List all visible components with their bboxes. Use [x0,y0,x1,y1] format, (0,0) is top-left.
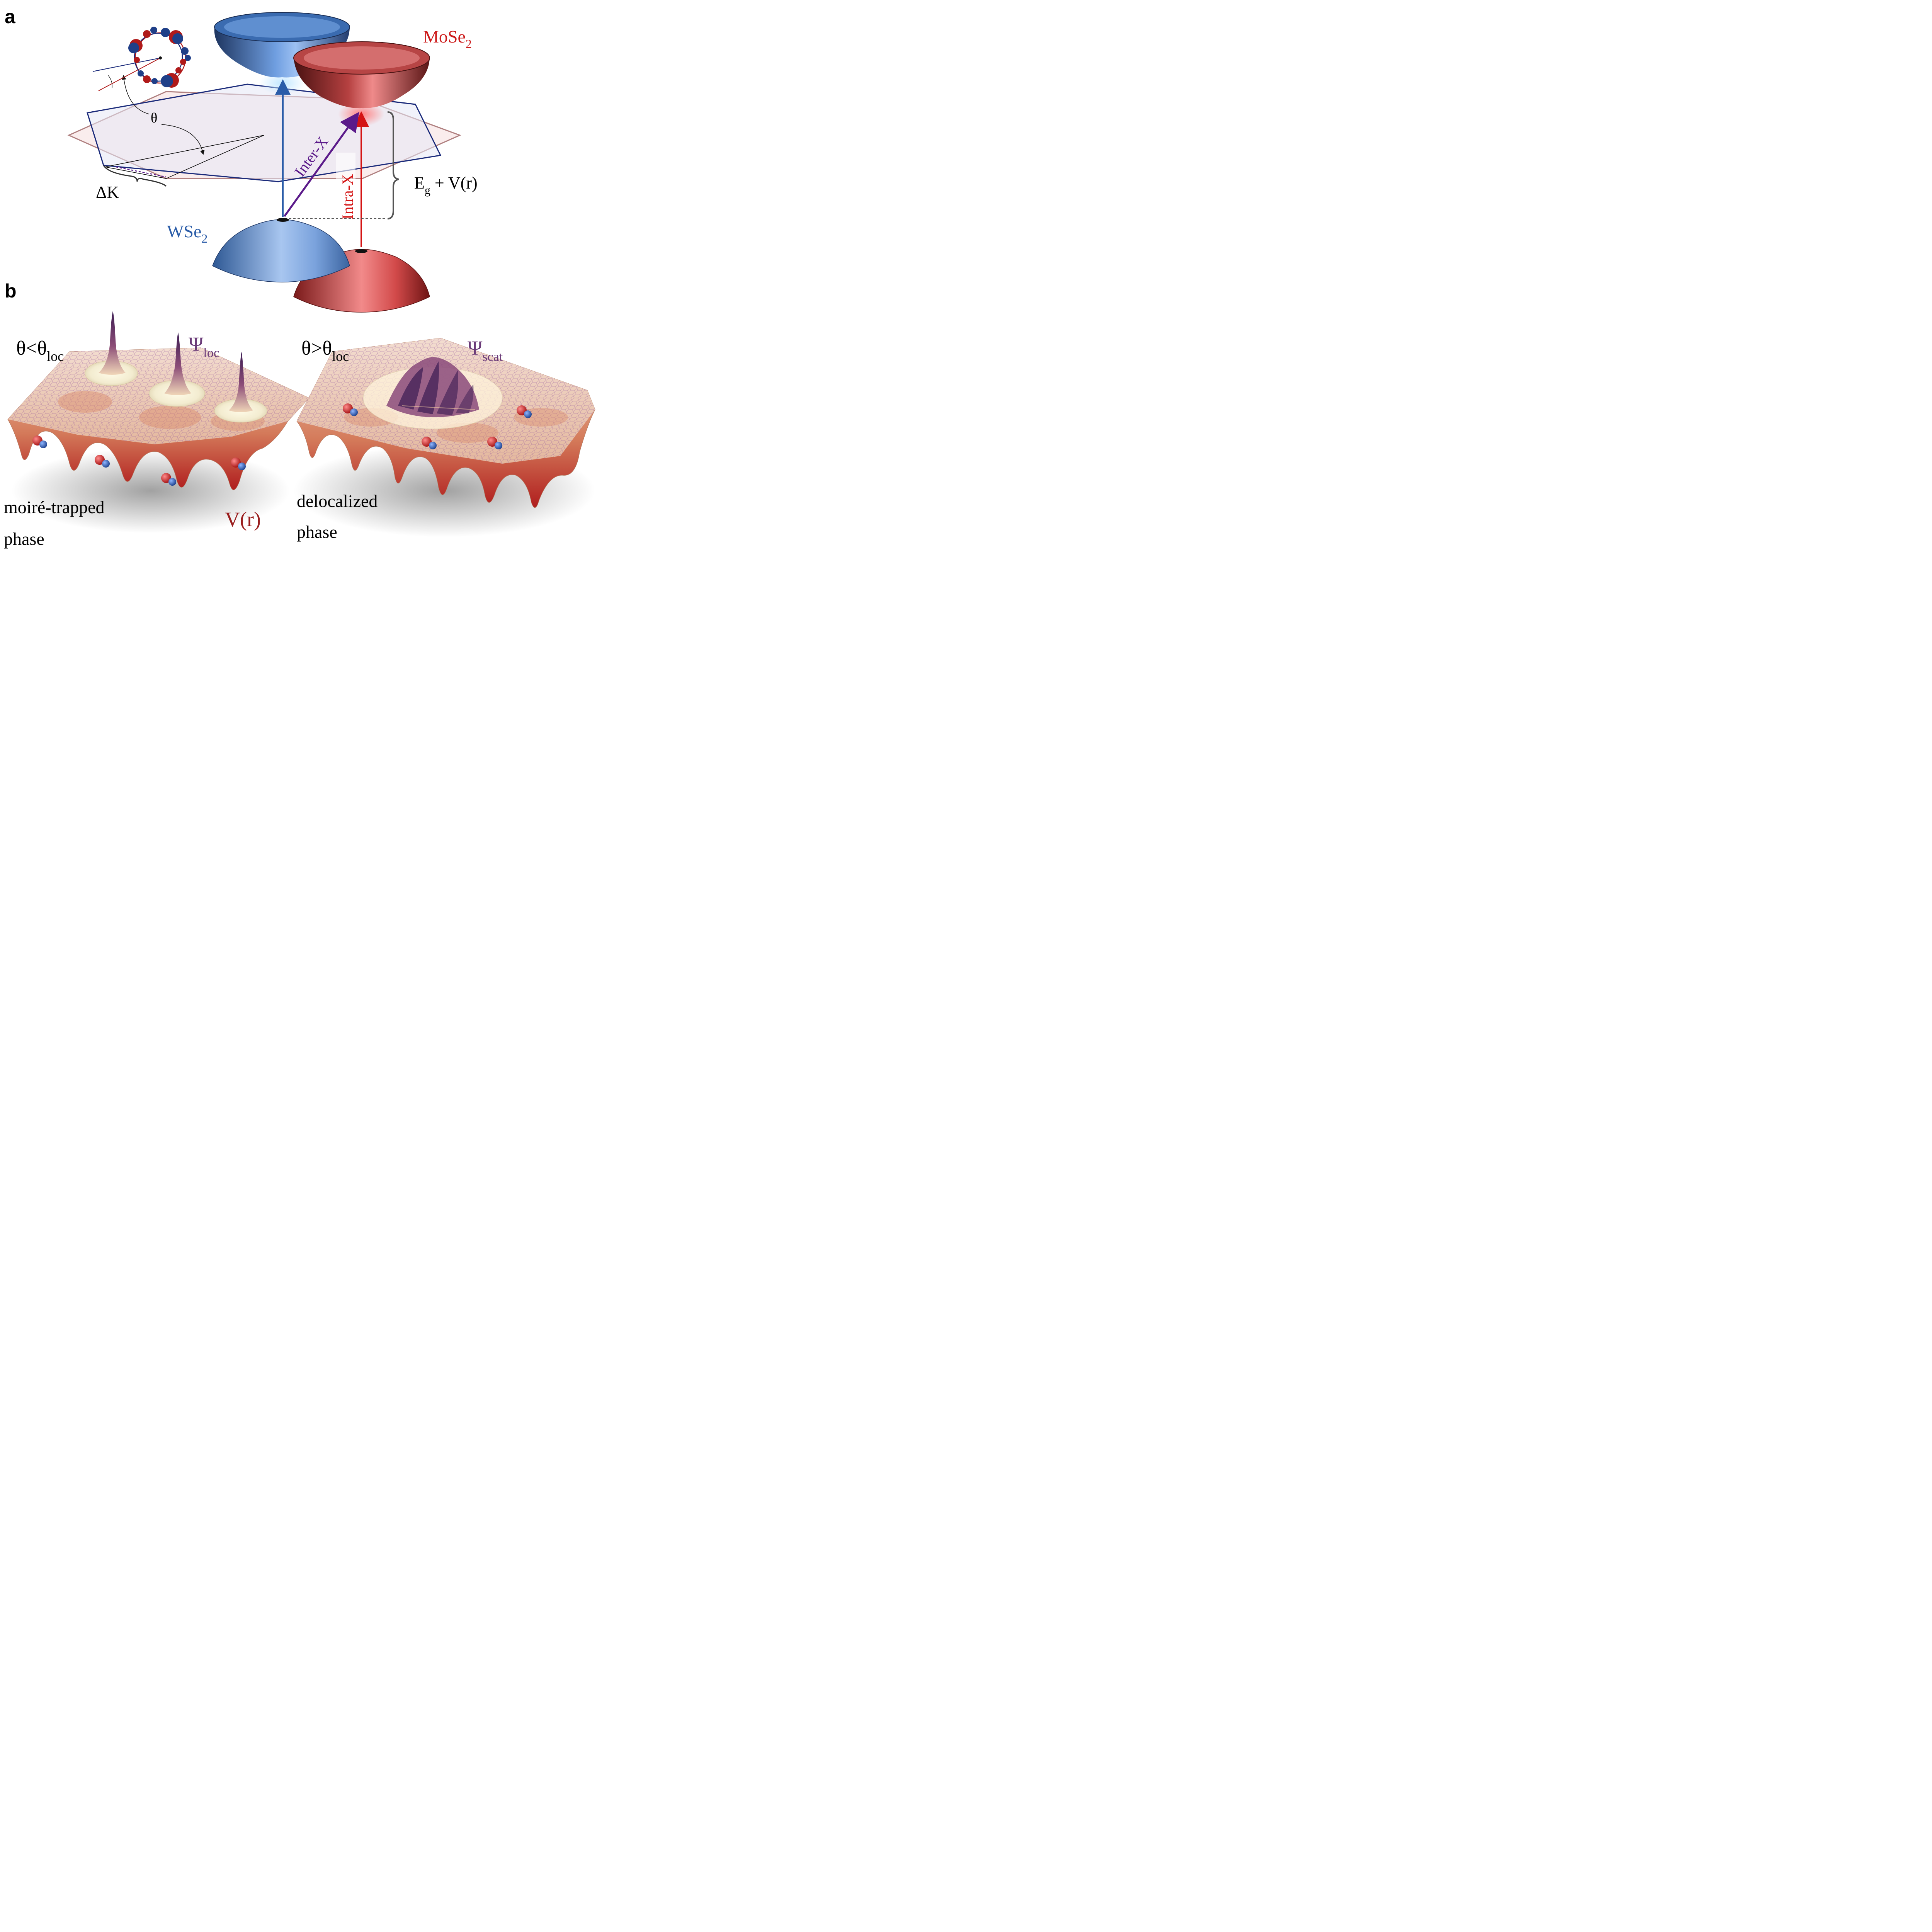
mose2-label: MoSe2 [423,27,472,51]
left-exciton-1 [32,435,47,448]
panel-a-label: a [5,6,16,27]
left-phase-line1: moiré-trapped [4,497,105,517]
left-wavefunction-label: Ψloc [189,333,219,360]
atomic-lattice-inset [92,27,191,91]
right-condition-label: θ>θloc [301,337,349,364]
right-wavefunction-label: Ψscat [468,337,503,364]
localized-wavefunction-peak-1 [85,311,138,386]
right-exciton-3 [487,437,502,449]
wse2-valence-band [212,218,350,282]
left-condition-label: θ<θloc [16,337,64,364]
wse2-label: WSe2 [167,221,207,245]
right-phase-line2: phase [297,522,337,542]
intra-exciton-label-box: Intra-X [336,153,356,222]
momentum-offset-brace [103,165,167,187]
panel-b-label: b [5,280,17,302]
right-exciton-1 [343,403,358,416]
right-phase-line1: delocalized [297,491,378,511]
left-exciton-2 [95,455,110,468]
scattered-wavefunction [363,357,503,429]
potential-label: V(r) [225,508,261,531]
theta-arrow-lower [161,124,205,155]
theta-arrow-upper [121,75,149,114]
left-exciton-3 [161,473,176,486]
localized-wavefunction-peak-3 [214,352,267,423]
gap-brace [387,111,399,219]
zone-angle-lines [105,135,264,179]
momentum-offset-label: ΔK [96,183,119,202]
right-exciton-4 [517,405,532,418]
momentum-offset-dashed-line [116,166,167,178]
localized-wavefunction-peak-2 [149,332,205,407]
gap-energy-label: Eg + V(r) [414,173,478,197]
intra-exciton-label: Intra-X [339,174,356,219]
figure-canvas: a ΔK θ [4,6,595,549]
twist-angle-label: θ [151,110,157,126]
left-phase-line2: phase [4,529,44,549]
inter-exciton-arrow [283,112,359,217]
right-exciton-2 [422,437,437,449]
left-exciton-4 [231,457,246,470]
